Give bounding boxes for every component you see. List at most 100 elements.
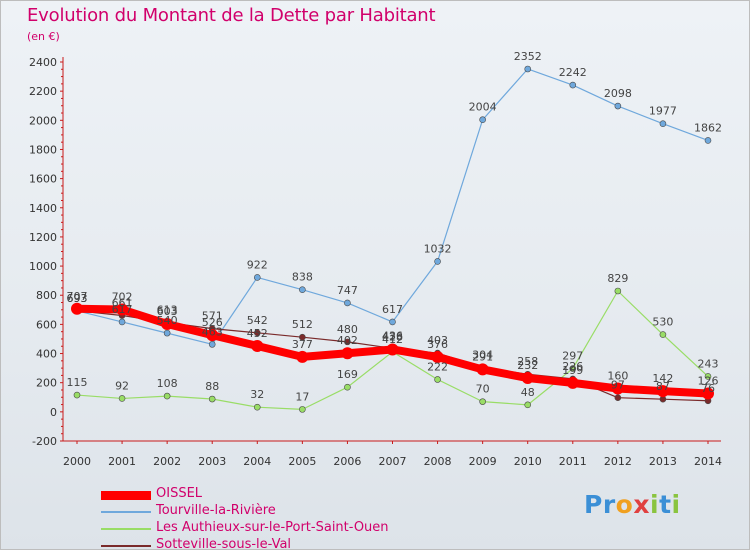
data-label: 838: [292, 271, 313, 284]
data-point: [704, 137, 712, 144]
y-tick-label: 0: [50, 406, 57, 419]
data-label: 76: [701, 382, 715, 395]
x-tick-label: 2001: [108, 455, 136, 468]
data-label: 115: [67, 376, 88, 389]
data-label: 463: [202, 325, 223, 338]
data-label: 226: [562, 360, 583, 373]
data-label: 617: [382, 303, 403, 316]
logo-letter: i: [650, 490, 660, 519]
data-label: 142: [652, 372, 673, 385]
data-label: 48: [521, 386, 535, 399]
data-label: 530: [652, 316, 673, 329]
data-point: [521, 372, 534, 385]
data-label: 428: [382, 330, 403, 343]
data-point: [341, 347, 354, 360]
data-point: [253, 403, 261, 411]
data-point: [251, 339, 264, 352]
data-label: 603: [157, 305, 178, 318]
data-label: 232: [517, 359, 538, 372]
data-point: [434, 258, 441, 265]
x-tick-label: 2009: [469, 455, 497, 468]
data-label: 2098: [604, 87, 632, 100]
data-label: 2004: [469, 101, 497, 114]
data-label: 70: [476, 383, 490, 396]
x-tick-label: 2014: [694, 455, 722, 468]
data-label: 412: [382, 333, 403, 346]
data-point: [569, 365, 577, 372]
data-point: [163, 329, 171, 337]
data-point: [656, 385, 669, 398]
legend-label: Les Authieux-sur-le-Port-Saint-Ouen: [156, 520, 389, 535]
data-point: [524, 65, 532, 73]
data-point: [434, 376, 441, 383]
data-label: 377: [292, 338, 313, 351]
data-point: [118, 318, 126, 326]
data-label: 17: [295, 390, 309, 403]
logo-letter: o: [615, 490, 634, 519]
data-point: [73, 391, 81, 399]
legend-swatch: [101, 491, 151, 500]
data-label: 126: [698, 374, 719, 387]
x-tick-label: 2006: [333, 455, 361, 468]
x-tick-label: 2005: [288, 455, 316, 468]
data-label: 1977: [649, 105, 677, 118]
data-point: [386, 343, 399, 356]
data-point: [611, 382, 624, 395]
data-label: 304: [472, 349, 493, 362]
data-label: 108: [157, 377, 178, 390]
data-point: [118, 395, 126, 402]
data-label: 97: [611, 379, 625, 392]
data-label: 436: [382, 329, 403, 342]
data-point: [161, 317, 174, 330]
logo-letter: x: [633, 490, 650, 519]
data-label: 92: [115, 379, 129, 392]
data-label: 617: [112, 303, 133, 316]
data-label: 402: [337, 334, 358, 347]
data-label: 258: [517, 355, 538, 368]
data-label: 613: [157, 303, 178, 316]
data-point: [479, 398, 486, 405]
y-tick-label: 1200: [29, 231, 57, 244]
data-label: 88: [205, 380, 219, 393]
data-label: 693: [67, 292, 88, 305]
data-point: [296, 350, 309, 363]
chart-title: Evolution du Montant de la Dette par Hab…: [27, 5, 436, 26]
data-label: 2352: [514, 50, 542, 63]
data-point: [71, 302, 83, 315]
x-tick-label: 2004: [243, 455, 271, 468]
x-tick-label: 2013: [649, 455, 677, 468]
data-point: [163, 392, 171, 400]
data-label: 922: [247, 258, 268, 271]
y-tick-label: 800: [36, 289, 57, 302]
data-point: [659, 120, 667, 127]
y-tick-label: 1800: [29, 143, 57, 156]
data-point: [702, 387, 714, 400]
data-point: [476, 363, 489, 376]
y-tick-label: 1000: [29, 260, 57, 273]
data-label: 571: [202, 310, 223, 323]
data-point: [253, 274, 261, 281]
data-label: 297: [562, 350, 583, 363]
x-tick-label: 2010: [514, 455, 542, 468]
y-tick-label: 2200: [29, 85, 57, 98]
legend-label: Sotteville-sous-le-Val: [156, 537, 292, 552]
data-point: [208, 395, 216, 403]
x-tick-label: 2012: [604, 455, 632, 468]
chart-unit: (en €): [27, 30, 60, 43]
data-label: 199: [562, 364, 583, 377]
data-point: [299, 333, 306, 341]
brand-logo: Proxiti: [584, 490, 681, 519]
data-label: 1862: [694, 121, 722, 134]
data-point: [524, 401, 532, 409]
legend-swatch: [101, 545, 151, 547]
data-point: [479, 116, 486, 124]
y-tick-label: 600: [36, 318, 57, 331]
legend-swatch: [101, 511, 151, 513]
data-label: 512: [292, 318, 313, 331]
data-label: 243: [698, 357, 719, 370]
data-point: [344, 383, 351, 391]
y-tick-label: 200: [36, 377, 57, 390]
data-point: [704, 373, 712, 380]
legend-label: OISSEL: [156, 486, 203, 501]
data-label: 1032: [424, 242, 452, 255]
